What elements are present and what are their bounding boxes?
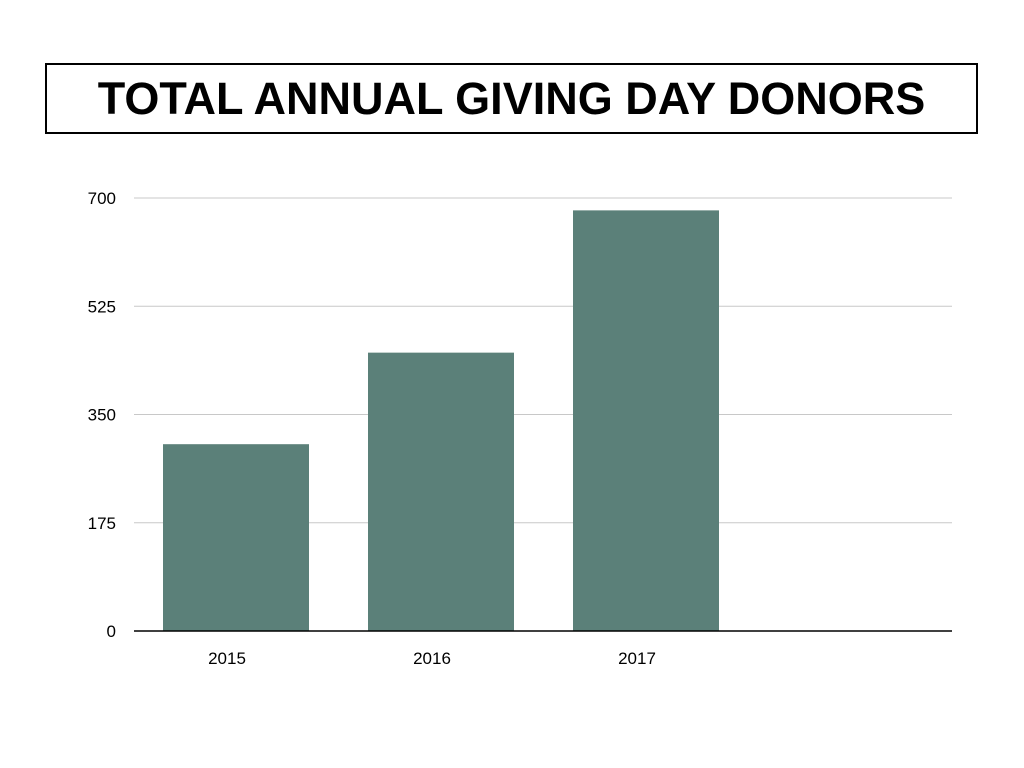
x-tick-label: 2015 xyxy=(208,649,246,668)
bars xyxy=(163,210,719,631)
x-tick-labels: 2015 2016 2017 xyxy=(208,649,656,668)
y-tick-label: 525 xyxy=(88,297,116,316)
bar-2015 xyxy=(163,444,309,631)
y-tick-label: 175 xyxy=(88,514,116,533)
y-tick-label: 0 xyxy=(107,622,116,641)
chart-title: TOTAL ANNUAL GIVING DAY DONORS xyxy=(97,73,926,124)
y-tick-labels: 0 175 350 525 700 xyxy=(88,189,116,641)
chart-title-box: TOTAL ANNUAL GIVING DAY DONORS xyxy=(45,63,978,134)
y-tick-label: 350 xyxy=(88,406,116,425)
bar-2017 xyxy=(573,210,719,631)
y-tick-label: 700 xyxy=(88,189,116,208)
bar-2016 xyxy=(368,352,514,631)
x-tick-label: 2017 xyxy=(618,649,656,668)
x-tick-label: 2016 xyxy=(413,649,451,668)
